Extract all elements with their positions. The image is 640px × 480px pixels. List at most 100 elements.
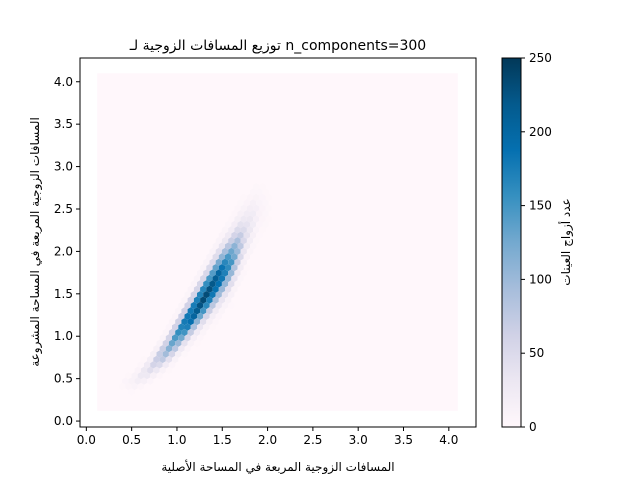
hexbin-cell: [262, 188, 269, 196]
hexbin-cell: [150, 361, 157, 369]
hexbin-cell: [190, 312, 197, 320]
hexbin-cell: [256, 199, 263, 207]
hexbin-cell: [193, 339, 201, 347]
hexbin-cell: [253, 237, 260, 245]
hexbin-cell: [200, 264, 207, 272]
y-tick-label: 1.5: [54, 287, 73, 301]
hexbin-cell: [153, 355, 160, 364]
hexbin-cell: [159, 355, 166, 364]
hexbin-cell: [215, 258, 222, 266]
hexbin-cell: [215, 291, 222, 299]
hexbin-cell: [162, 328, 169, 337]
hexbin-cell: [128, 377, 135, 385]
hexbin-cell: [212, 264, 219, 272]
hexbin-cell: [162, 361, 169, 369]
hexbin-cell: [218, 231, 225, 239]
hexbin-cell: [234, 269, 241, 277]
hexbin-cell: [228, 291, 235, 299]
hexbin-cell: [162, 350, 169, 358]
hexbin-cell: [243, 210, 250, 218]
hexbin-cell: [250, 188, 257, 196]
x-tick-label: 0.5: [122, 433, 141, 447]
hexbin-cell: [243, 199, 250, 207]
hexbin-cell: [209, 301, 216, 310]
hexbin-cell: [231, 253, 238, 261]
hexbin-cell: [212, 318, 219, 326]
hexbin-cell: [243, 264, 250, 272]
hexbin-cell: [218, 242, 225, 250]
hexbin-cell: [240, 226, 247, 234]
hexbin-cell: [231, 231, 238, 239]
hexbin-cell: [159, 366, 166, 374]
hexbin-cell: [172, 334, 179, 342]
colorbar-tick-label: 0: [529, 420, 537, 434]
hexbin-cell: [128, 388, 135, 396]
hexbin-cell: [221, 291, 229, 299]
hexbin-cell: [250, 242, 257, 250]
hexbin-cell: [240, 204, 247, 212]
y-tick-label: 2.5: [54, 202, 73, 216]
hexbin-cell: [203, 258, 210, 266]
colorbar: [501, 57, 522, 428]
hexbin-cell: [147, 366, 154, 374]
hexbin-cell: [243, 220, 250, 229]
x-tick-label: 3.5: [394, 433, 413, 447]
hexbin-cell: [187, 296, 194, 304]
hexbin-cell: [156, 361, 163, 369]
hexbin-cell: [209, 280, 216, 288]
hexbin-cell: [203, 301, 210, 310]
hexbin-cell: [231, 274, 238, 283]
hexbin-cell: [259, 204, 266, 212]
hexbin-cell: [206, 318, 213, 326]
hexbin-cell: [225, 274, 232, 283]
hexbin-cell: [134, 377, 141, 385]
hexbin-cell: [228, 215, 235, 223]
hexbin-cell: [228, 301, 235, 310]
chart-title: توزيع المسافات الزوجية لـ n_components=3…: [129, 38, 426, 54]
hexbin-cell: [178, 323, 185, 331]
y-tick-label: 2.0: [54, 244, 73, 258]
hexbin-cell: [203, 312, 210, 320]
hexbin-cell: [212, 242, 219, 250]
hexbin-cell: [178, 345, 185, 353]
hexbin-cell: [225, 242, 232, 250]
hexbin-cell: [134, 366, 141, 374]
hexbin-cell: [184, 291, 191, 299]
hexbin-cell: [209, 258, 216, 266]
x-tick-label: 2.0: [258, 433, 277, 447]
colorbar-label: عدد أزواج العينات: [558, 198, 574, 285]
hexbin-cell: [212, 274, 219, 283]
hexbin-cell: [246, 237, 254, 245]
hexbin-cell: [144, 372, 151, 380]
hexbin-cell: [203, 269, 210, 277]
hexbin-cell: [172, 323, 179, 331]
hexbin-cell: [187, 307, 194, 315]
hexbin-cell: [246, 226, 254, 234]
hexbin-cell: [246, 247, 254, 256]
hexbin-cell: [212, 296, 219, 304]
hexbin-cell: [181, 339, 188, 347]
hexbin-cell: [234, 226, 241, 234]
y-axis: 0.0 0.5 1.0 1.5 2.0 2.5 3.0 3.5 4.0: [54, 75, 80, 428]
hexbin-cell: [206, 264, 213, 272]
hexbin-cell: [184, 334, 191, 342]
hexbin-cell: [165, 355, 172, 364]
hexbin-cell: [234, 280, 241, 288]
hexbin-cell: [175, 350, 182, 358]
colorbar-tick-label: 100: [529, 272, 552, 286]
hexbin-cell: [203, 291, 210, 299]
hexbin-cell: [175, 328, 182, 337]
hexbin-cell: [250, 199, 257, 207]
hexbin-cell: [144, 361, 151, 369]
plot-frame: [79, 57, 477, 428]
hexbin-cell: [178, 312, 185, 320]
hexbin-cell: [184, 301, 191, 310]
hexbin-cell: [162, 339, 169, 347]
hexbin-cell: [168, 361, 176, 369]
hexbin-cell: [262, 210, 269, 218]
x-tick-label: 4.0: [439, 433, 458, 447]
hexbin-cell: [193, 307, 201, 315]
hexbin-cell: [165, 345, 172, 353]
hexbin-cell: [218, 285, 225, 293]
hexbin-cell: [253, 193, 260, 202]
